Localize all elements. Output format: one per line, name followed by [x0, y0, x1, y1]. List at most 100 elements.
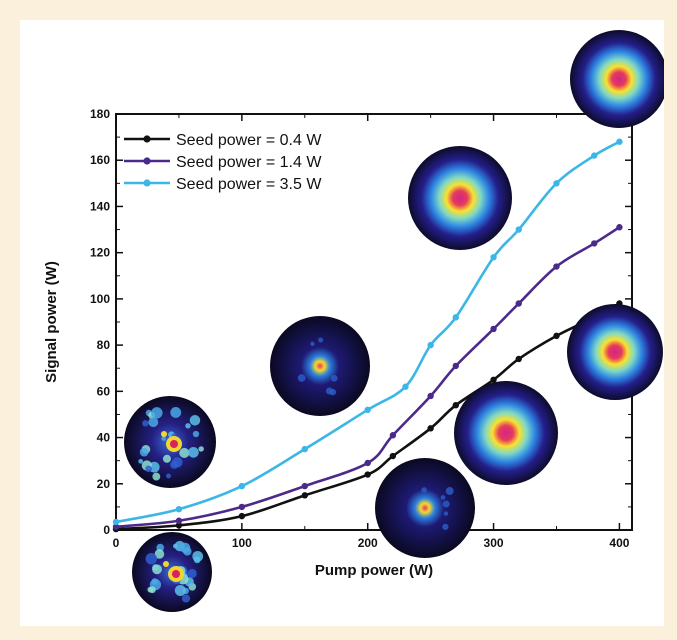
data-point: [112, 518, 120, 526]
beam-profile-image: [132, 532, 212, 612]
x-tick-label: 100: [232, 536, 252, 550]
legend-swatch-marker: [143, 135, 151, 143]
beam-profile-image: [375, 458, 475, 558]
beam-profile-image: [454, 381, 558, 485]
beam-profile-disc: [454, 381, 558, 485]
speckle-dot: [330, 374, 338, 382]
series-layer: [112, 138, 623, 533]
speckle-dot: [139, 447, 149, 457]
data-point: [301, 445, 308, 453]
speckle-dot: [310, 341, 315, 346]
data-point: [490, 325, 497, 333]
data-point: [591, 152, 598, 159]
speckle-dot: [188, 446, 199, 458]
speckle-core-peak: [170, 440, 178, 448]
beam-profile-insets: [124, 30, 664, 612]
legend-label: Seed power = 1.4 W: [176, 154, 322, 171]
speckle-dot: [185, 423, 191, 429]
speckle-dot: [187, 568, 197, 579]
speckle-dot: [138, 458, 143, 464]
speckle-dot: [170, 460, 179, 469]
data-point: [112, 523, 120, 530]
speckle-dot: [192, 430, 200, 438]
beam-profile-disc: [375, 458, 475, 558]
speckle-dot: [174, 584, 186, 596]
data-point: [490, 376, 497, 383]
speckle-dot: [179, 542, 191, 554]
y-axis-label: Signal power (W): [43, 261, 60, 383]
speckle-dot: [166, 473, 171, 479]
speckle-dot: [442, 500, 450, 508]
data-point: [402, 383, 409, 390]
data-point: [389, 432, 397, 439]
axes: 0 100 200 300 400 0 20 40 60 80 100 120 140 160 180 Pum…: [43, 107, 633, 579]
y-tick-label: 0: [103, 523, 110, 537]
speckle-dot: [193, 556, 201, 564]
data-point: [301, 492, 308, 499]
speckle-dot: [421, 487, 427, 493]
speckle-dot: [148, 417, 159, 428]
y-tick-label: 180: [90, 107, 110, 121]
beam-profile-image: [408, 146, 512, 250]
data-point: [553, 180, 560, 187]
data-point: [238, 512, 246, 520]
beam-profile-image: [567, 304, 663, 400]
chart: 0 100 200 300 400 0 20 40 60 80 100 120 140 160 180 Pum…: [43, 30, 664, 612]
data-point: [515, 300, 522, 307]
data-point: [616, 138, 623, 145]
beam-profile-disc: [570, 30, 664, 128]
speckle-dot: [145, 552, 158, 565]
data-point: [452, 314, 460, 321]
speckle-dot: [443, 511, 449, 516]
speckle-dot: [442, 523, 449, 530]
data-point: [427, 392, 434, 400]
data-point: [238, 503, 246, 511]
data-point: [175, 506, 183, 513]
speckle-dot: [142, 420, 149, 427]
figure-panel: 0 100 200 300 400 0 20 40 60 80 100 120 140 160 180 Pum…: [20, 20, 664, 626]
legend-label: Seed power = 3.5 W: [176, 176, 322, 193]
beam-profile-image: [124, 396, 216, 488]
data-point: [515, 355, 522, 363]
beam-profile-disc: [270, 316, 370, 416]
data-point: [175, 522, 183, 529]
beam-profile-image: [270, 316, 370, 416]
speckle-dot: [161, 436, 166, 441]
speckle-dot: [445, 487, 454, 495]
speckle-dot: [154, 549, 165, 559]
x-tick-label: 0: [113, 536, 120, 550]
data-point: [364, 471, 371, 478]
speckle-dot: [170, 407, 182, 418]
speckle-dot: [151, 407, 163, 419]
y-tick-label: 100: [90, 292, 110, 306]
data-point: [452, 362, 460, 370]
data-point: [616, 224, 623, 231]
speckle-dot: [179, 447, 190, 458]
data-point: [364, 459, 371, 467]
x-axis-label: Pump power (W): [315, 562, 433, 579]
y-tick-label: 60: [97, 384, 111, 398]
speckle-dot: [329, 388, 337, 396]
speckle-hot-spot: [163, 561, 169, 567]
x-tick-label: 400: [609, 536, 629, 550]
y-tick-label: 160: [90, 153, 110, 167]
data-point: [591, 240, 598, 247]
data-point: [553, 332, 560, 340]
legend: Seed power = 0.4 W Seed power = 1.4 W Seed…: [124, 132, 322, 193]
speckle-dot: [145, 465, 152, 473]
data-point: [427, 425, 434, 432]
beam-profile-disc: [567, 304, 663, 400]
data-point: [515, 226, 522, 233]
legend-label: Seed power = 0.4 W: [176, 132, 322, 149]
y-tick-label: 140: [90, 199, 110, 213]
data-point: [301, 482, 308, 490]
data-point: [452, 402, 460, 409]
speckle-dot: [189, 415, 201, 426]
speckle-dot: [297, 374, 306, 382]
legend-swatch-marker: [143, 179, 151, 187]
speckle-core-peak: [172, 570, 180, 578]
speckle-dot: [440, 495, 446, 500]
data-point: [553, 263, 560, 270]
speckle-dot: [152, 564, 162, 575]
y-tick-label: 20: [97, 477, 111, 491]
